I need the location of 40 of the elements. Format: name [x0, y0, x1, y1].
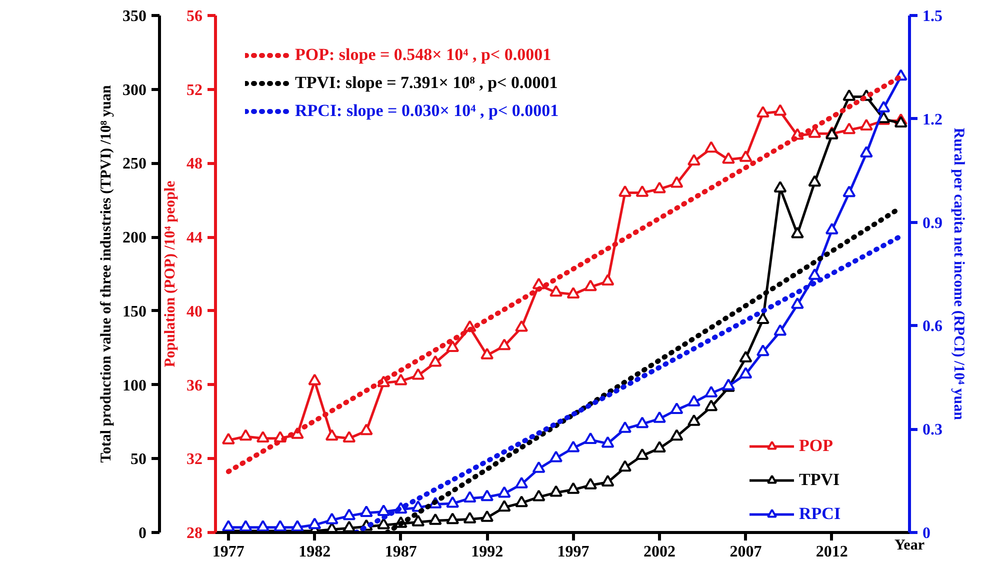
y2-tick-label: 0.9 [922, 214, 942, 232]
legend-label: RPCI: slope = 0.030× 10⁴ , p< 0.0001 [295, 101, 559, 121]
x-tick-label: 1982 [298, 544, 331, 560]
y-tick-label: 150 [122, 303, 146, 320]
x-tick-label: 1987 [384, 544, 417, 560]
y-tick-label: 50 [130, 451, 146, 468]
x-tick-label: 2002 [643, 544, 676, 560]
x-tick-label: 1992 [471, 544, 504, 560]
y3-tick-label: 56 [186, 8, 202, 25]
y-tick-label: 250 [122, 156, 146, 173]
x-axis-title: Year [894, 538, 925, 554]
y-tick-label: 200 [122, 230, 146, 247]
legend-label: TPVI: slope = 7.391× 10⁸ , p< 0.0001 [295, 73, 558, 93]
legend-label: POP: slope = 0.548× 10⁴ , p< 0.0001 [295, 45, 552, 65]
x-tick-label: 1997 [557, 544, 590, 560]
y2-tick-label: 0.6 [922, 318, 942, 336]
y2-axis-title: Rural per capita net income (RPCI) /10⁴ yuan [950, 128, 966, 421]
y3-tick-label: 28 [186, 525, 202, 542]
legend-label: POP [799, 436, 833, 456]
y-tick-label: 100 [122, 377, 146, 394]
y3-tick-label: 32 [186, 451, 202, 468]
legend-label: TPVI [799, 470, 840, 490]
x-tick-label: 2012 [816, 544, 848, 560]
legend-label: RPCI [799, 504, 841, 524]
y3-tick-label: 40 [186, 303, 202, 320]
y3-tick-label: 44 [186, 230, 202, 247]
y3-tick-label: 48 [186, 156, 202, 173]
y3-tick-label: 52 [186, 82, 202, 99]
y2-tick-label: 1.2 [922, 111, 942, 128]
y3-axis-title: Population (POP) /10⁴ people [162, 180, 178, 368]
y-tick-label: 300 [122, 82, 146, 99]
x-tick-label: 1977 [212, 544, 244, 560]
y-tick-label: 350 [122, 8, 146, 25]
y-tick-label: 0 [138, 525, 146, 542]
x-tick-label: 2007 [730, 544, 762, 560]
y2-tick-label: 0.3 [922, 422, 942, 439]
y3-tick-label: 36 [186, 377, 202, 394]
y2-tick-label: 1.5 [922, 8, 942, 25]
y-axis-title: Total production value of three industries (TPVI) /10⁸ yuan [98, 84, 114, 463]
y2-tick-label: 0 [922, 525, 930, 542]
